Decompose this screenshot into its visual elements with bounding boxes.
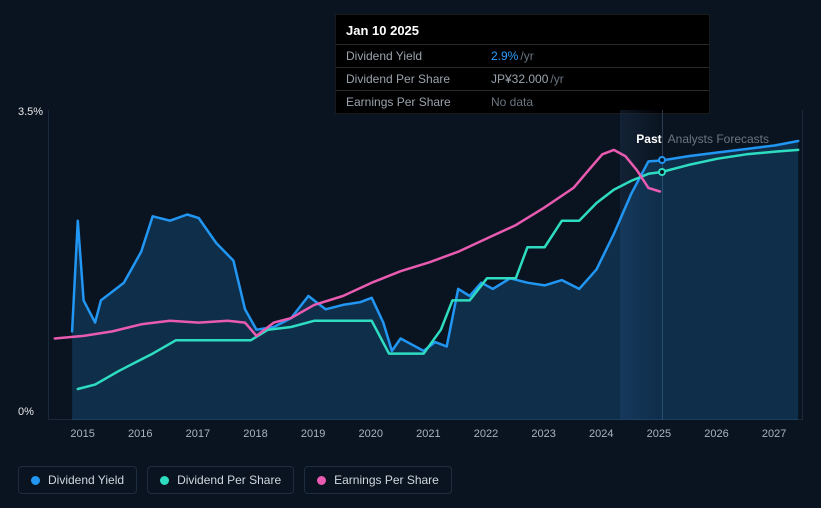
legend-label: Dividend Per Share [177,473,281,487]
legend-item[interactable]: Dividend Per Share [147,466,294,494]
legend: Dividend Yield Dividend Per Share Earnings… [18,466,452,494]
tooltip: Jan 10 2025 Dividend Yield2.9%/yrDividen… [335,14,710,114]
series-marker [658,168,666,176]
x-tick-label: 2015 [70,428,94,440]
x-tick-label: 2027 [762,428,786,440]
x-tick-label: 2022 [474,428,498,440]
x-tick-label: 2017 [186,428,210,440]
chart-svg [49,110,804,420]
x-tick-label: 2016 [128,428,152,440]
legend-item[interactable]: Dividend Yield [18,466,137,494]
series-marker [658,156,666,164]
tooltip-row: Dividend Yield2.9%/yr [336,44,709,67]
tooltip-value: 2.9%/yr [491,49,534,63]
tooltip-value: JP¥32.000/yr [491,72,564,86]
x-axis: 2015 2016 2017 2018 2019 2020 2021 2022 2023 2024… [48,428,803,448]
plot-area[interactable]: PastAnalysts Forecasts [48,110,803,420]
legend-label: Earnings Per Share [334,473,439,487]
tooltip-row: Dividend Per ShareJP¥32.000/yr [336,67,709,90]
legend-dot [160,476,169,485]
legend-label: Dividend Yield [48,473,124,487]
x-tick-label: 2023 [531,428,555,440]
legend-dot [317,476,326,485]
tooltip-value: No data [491,95,533,109]
x-tick-label: 2018 [243,428,267,440]
x-tick-label: 2024 [589,428,613,440]
y-tick-max: 3.5% [18,106,43,118]
x-tick-label: 2025 [647,428,671,440]
legend-item[interactable]: Earnings Per Share [304,466,452,494]
x-tick-label: 2026 [704,428,728,440]
tooltip-key: Earnings Per Share [346,95,491,109]
tooltip-key: Dividend Per Share [346,72,491,86]
tooltip-date: Jan 10 2025 [336,15,709,44]
y-tick-min: 0% [18,406,34,418]
chart: 3.5% 0% PastAnalysts Forecasts 201520162… [18,110,808,450]
x-tick-label: 2020 [358,428,382,440]
area-fill [72,141,798,420]
legend-dot [31,476,40,485]
x-tick-label: 2019 [301,428,325,440]
tooltip-key: Dividend Yield [346,49,491,63]
x-tick-label: 2021 [416,428,440,440]
